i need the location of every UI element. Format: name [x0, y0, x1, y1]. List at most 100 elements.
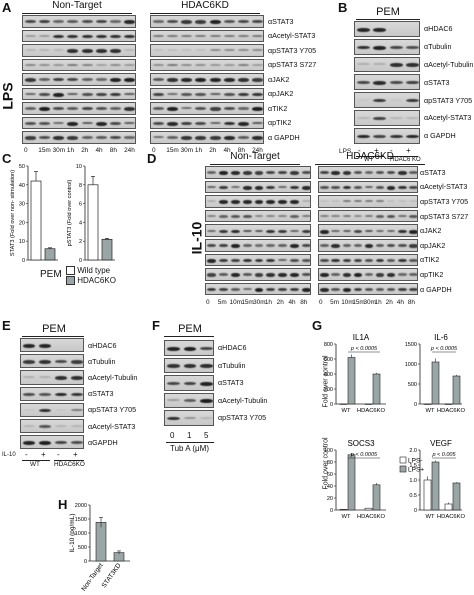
time-label: 8h	[109, 147, 117, 154]
time-label: 5m	[217, 299, 227, 306]
blot-band	[387, 244, 396, 248]
blot-band	[38, 78, 50, 81]
blot-band	[209, 49, 221, 52]
blot-band	[342, 258, 351, 263]
blot-strip	[318, 209, 418, 223]
blot-band	[406, 63, 419, 68]
p-value: p < 0.0005	[350, 346, 378, 352]
blot-strip	[20, 419, 84, 434]
chart-title: VEGF	[430, 439, 452, 448]
blot-band	[389, 45, 403, 49]
blot-band	[238, 78, 250, 82]
blot-strip	[20, 386, 84, 401]
blot-band	[124, 63, 135, 66]
y-tick-label: 600	[324, 357, 333, 363]
blot-band	[95, 78, 107, 81]
legend-label: LPS-	[408, 458, 422, 465]
blot-strip	[354, 92, 420, 108]
blot-strip	[22, 58, 136, 71]
blot-band	[195, 92, 207, 96]
panel-e-header-line	[22, 336, 84, 337]
blot-band	[81, 49, 93, 53]
panel-d-group-right-line	[315, 164, 425, 165]
time-label: 4h	[288, 299, 296, 306]
bar	[101, 238, 113, 261]
blot-band	[152, 63, 164, 66]
blot-band	[95, 49, 107, 53]
blot-band	[289, 244, 299, 249]
blot-band	[373, 45, 386, 50]
blot-band	[242, 273, 252, 277]
blot-strip	[205, 224, 311, 237]
blot-row-label: αpSTAT3 Y705	[420, 197, 469, 206]
blot-band	[110, 136, 122, 140]
y-tick-label: 80	[327, 460, 333, 466]
wt-line	[356, 156, 384, 157]
blot-band	[353, 273, 363, 278]
blot-row-label: αSTAT3	[88, 389, 114, 399]
dose-label: 0	[170, 431, 175, 440]
blot-strip	[205, 209, 311, 223]
blot-band	[67, 92, 79, 96]
blot-band	[223, 63, 235, 66]
blot-row-label: αAcetyl-Tubulin	[218, 395, 268, 405]
blot-row-label: αpSTAT3 Y705	[218, 413, 267, 423]
blot-band	[110, 78, 122, 83]
il10-sign: -	[25, 450, 28, 459]
panel-c-legend-ko: HDAC6KO	[66, 276, 116, 286]
blot-band	[364, 185, 374, 189]
blot-band	[219, 273, 229, 277]
blot-band	[252, 121, 263, 125]
blot-band	[181, 34, 193, 37]
y-tick-label: 2.0	[409, 448, 417, 454]
blot-band	[238, 63, 250, 66]
blot-band	[124, 136, 135, 139]
bar	[339, 509, 348, 511]
blot-band	[195, 34, 207, 37]
blot-band	[375, 200, 385, 203]
blot-band	[223, 107, 235, 111]
blot-band	[356, 45, 370, 50]
dose-axis-label: Tub A (μM)	[170, 444, 209, 453]
bar	[423, 403, 432, 405]
blot-band	[124, 121, 135, 125]
blot-band	[67, 136, 79, 140]
blot-band	[38, 49, 50, 52]
blot-band	[238, 49, 250, 52]
blot-band	[254, 229, 264, 233]
blot-band	[38, 441, 52, 446]
blot-band	[38, 107, 50, 112]
blot-strip	[150, 15, 264, 28]
blot-row-label: αTubulin	[218, 360, 246, 370]
legend-label: LPS+	[408, 467, 424, 474]
blot-band	[95, 34, 107, 39]
time-label: 8h	[237, 147, 245, 154]
blot-band	[200, 381, 213, 386]
blot-band	[353, 200, 363, 203]
legend-swatch	[399, 465, 407, 473]
blot-band	[320, 229, 329, 234]
blot-strip	[150, 73, 264, 86]
blot-band	[364, 244, 374, 249]
dose-label: 1	[187, 431, 192, 440]
bar	[339, 403, 348, 405]
blot-row-label: αpSTAT3 S727	[268, 60, 317, 70]
blot-band	[252, 63, 263, 66]
blot-row-label: αpJAK2	[420, 240, 446, 250]
blot-band	[254, 244, 264, 247]
blot-band	[230, 200, 240, 205]
blot-strip	[205, 268, 311, 281]
blot-band	[181, 63, 193, 66]
blot-band	[166, 78, 178, 82]
y-tick-label: 6	[79, 202, 82, 208]
blot-band	[375, 288, 385, 291]
blot-strip	[354, 110, 420, 126]
bar	[87, 184, 99, 261]
blot-strip	[354, 74, 420, 91]
time-label: 30m	[52, 147, 66, 154]
time-label: 2h	[209, 147, 217, 154]
y-tick-label: 4	[79, 220, 82, 226]
panel-a-group-left: Non-Target	[52, 0, 102, 11]
